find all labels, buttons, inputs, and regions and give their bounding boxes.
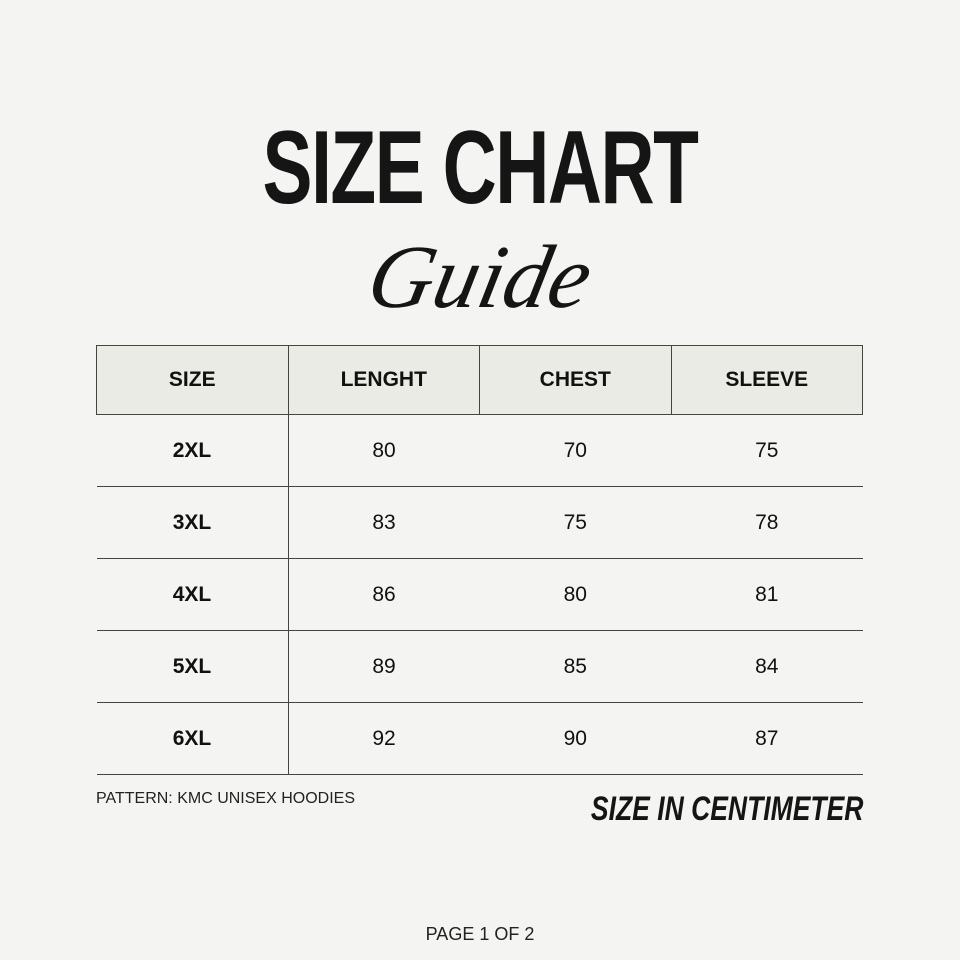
page-title: SIZE CHART (262, 110, 699, 226)
cell-chest: 80 (479, 558, 671, 631)
cell-length: 89 (288, 630, 480, 703)
header-size: SIZE (96, 345, 289, 415)
cell-chest: 90 (479, 702, 671, 775)
cell-sleeve: 87 (671, 702, 863, 775)
cell-sleeve: 78 (671, 486, 863, 559)
cell-size: 2XL (96, 414, 289, 487)
cell-size: 6XL (96, 702, 289, 775)
pattern-label: PATTERN: KMC UNISEX HOODIES (96, 790, 355, 807)
unit-note: SIZE IN CENTIMETER (590, 790, 863, 828)
cell-sleeve: 81 (671, 558, 863, 631)
size-table: SIZE LENGHT CHEST SLEEVE 2XL 80 70 75 3XL 83 7… (96, 345, 863, 775)
page-subtitle: Guide (359, 228, 601, 327)
cell-length: 80 (288, 414, 480, 487)
table-row: 6XL 92 90 87 (96, 702, 863, 775)
cell-length: 86 (288, 558, 480, 631)
table-body: 2XL 80 70 75 3XL 83 75 78 4XL 86 80 81 5XL 89 85 84 6XL 9… (96, 414, 863, 775)
header-length: LENGHT (287, 345, 480, 415)
cell-size: 3XL (96, 486, 289, 559)
cell-size: 4XL (96, 558, 289, 631)
cell-chest: 85 (479, 630, 671, 703)
table-row: 3XL 83 75 78 (96, 486, 863, 559)
cell-length: 83 (288, 486, 480, 559)
cell-chest: 75 (479, 486, 671, 559)
cell-size: 5XL (96, 630, 289, 703)
header-row: SIZE LENGHT CHEST SLEEVE (96, 345, 863, 415)
header-chest: CHEST (479, 345, 672, 415)
table-row: 5XL 89 85 84 (96, 630, 863, 703)
cell-length: 92 (288, 702, 480, 775)
header-sleeve: SLEEVE (670, 345, 863, 415)
cell-sleeve: 75 (671, 414, 863, 487)
cell-sleeve: 84 (671, 630, 863, 703)
cell-chest: 70 (479, 414, 671, 487)
table-row: 4XL 86 80 81 (96, 558, 863, 631)
page-number: PAGE 1 OF 2 (425, 924, 535, 944)
table-row: 2XL 80 70 75 (96, 414, 863, 487)
